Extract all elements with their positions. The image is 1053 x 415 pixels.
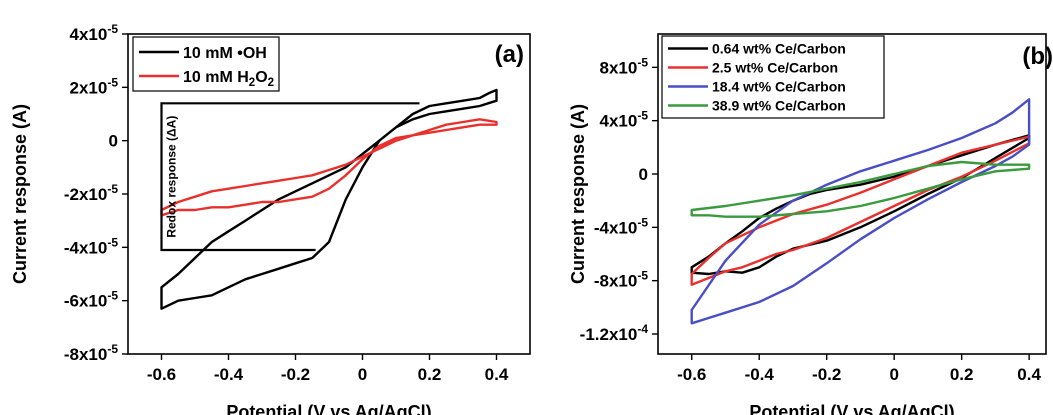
legend-box: [132, 36, 280, 92]
series-line-1: [160, 118, 498, 217]
x-tick-label: -0.2: [812, 365, 841, 384]
y-tick-label: 4x10-5: [600, 109, 649, 131]
y-axis-label: Current response (A): [568, 104, 588, 284]
y-tick-label-exp: -5: [107, 75, 118, 89]
legend-label-1: 2.5 wt% Ce/Carbon: [712, 60, 838, 76]
y-tick-label-base: -2x10: [64, 185, 107, 204]
y-tick-label-base: -8x10: [594, 272, 637, 291]
panel-tag: (a): [495, 41, 524, 68]
series-line-0: [160, 88, 498, 310]
x-tick-label: 0.2: [950, 365, 974, 384]
y-tick-label-base: 0: [639, 165, 648, 184]
y-tick-label: -2x10-5: [64, 182, 118, 204]
y-axis-label: Current response (A): [10, 104, 30, 284]
series-line-2: [690, 98, 1031, 325]
y-tick-label-exp: -5: [107, 182, 118, 196]
y-tick-label: 4x10-5: [70, 22, 119, 44]
x-tick-label: -0.4: [214, 365, 244, 384]
redox-bracket-line: [160, 102, 420, 252]
y-tick-label-base: 2x10: [70, 78, 108, 97]
y-tick-label-exp: -5: [637, 55, 648, 69]
panel-b-chart: -0.6 -0.4 -0.2 0 0.2 0.4-1.2x10-4-8x10-5-4x10…: [568, 33, 1053, 415]
y-tick-label-base: -8x10: [64, 345, 107, 364]
x-tick-label: 0.2: [418, 365, 442, 384]
legend-label-2: 18.4 wt% Ce/Carbon: [712, 79, 846, 95]
panel-a-chart: -0.6 -0.4 -0.2 0 0.2 0.4-8x10-5-6x10-5-4x10-5…: [10, 22, 531, 415]
y-tick-label-base: 0: [109, 132, 118, 151]
y-tick-label-exp: -5: [107, 235, 118, 249]
y-tick-label-exp: -5: [107, 22, 118, 36]
y-tick-label: -8x10-5: [594, 269, 648, 291]
y-tick-label: -1.2x10-4: [580, 322, 649, 344]
y-tick-label-exp: -5: [637, 109, 648, 123]
legend-label-sub: 2: [268, 77, 274, 89]
panel-tag: (b): [1022, 43, 1053, 70]
series-line-0: [690, 134, 1031, 276]
y-tick-label-base: 4x10: [600, 112, 638, 131]
y-tick-label: 2x10-5: [70, 75, 119, 97]
y-tick-label-base: -6x10: [64, 292, 107, 311]
y-tick-label-base: -4x10: [594, 218, 637, 237]
x-tick-label: 0.4: [1017, 365, 1041, 384]
y-tick-label-base: 8x10: [600, 58, 638, 77]
x-tick-label: 0: [358, 365, 367, 384]
redox-annotation-label: Redox response (ΔA): [165, 116, 179, 238]
y-tick-label-exp: -4: [637, 322, 648, 336]
legend-label-0: 0.64 wt% Ce/Carbon: [712, 41, 846, 57]
y-tick-label-exp: -5: [107, 342, 118, 356]
y-tick-label: -4x10-5: [594, 215, 648, 237]
x-tick-label: 0.4: [485, 365, 509, 384]
plot-frame: [657, 33, 1047, 355]
y-tick-label-exp: -5: [637, 215, 648, 229]
legend-label-sub: 2: [249, 77, 255, 89]
y-tick-label: 0: [639, 165, 648, 184]
y-tick-label: 0: [109, 132, 118, 151]
y-tick-label: -8x10-5: [64, 342, 118, 364]
x-axis-label: Potential (V vs Ag/AgCl): [226, 402, 431, 415]
x-axis-label: Potential (V vs Ag/AgCl): [749, 402, 954, 415]
series-line-3: [690, 160, 1031, 218]
x-tick-label: 0: [889, 365, 898, 384]
legend-label-0: 10 mM •OH: [183, 45, 267, 62]
y-tick-label-base: 4x10: [70, 25, 108, 44]
y-tick-label-exp: -5: [637, 269, 648, 283]
y-tick-label-base: -1.2x10: [580, 325, 638, 344]
legend-label-part: O: [255, 69, 267, 86]
series-line-1: [690, 135, 1031, 286]
legend-label-1: 10 mM H2O2: [183, 69, 274, 89]
x-tick-label: -0.2: [281, 365, 310, 384]
legend-label-3: 38.9 wt% Ce/Carbon: [712, 98, 846, 114]
legend-label-part: 10 mM H: [183, 69, 249, 86]
redox-bracket: Redox response (ΔA): [160, 102, 420, 252]
y-tick-label: -4x10-5: [64, 235, 118, 257]
y-tick-label: 8x10-5: [600, 55, 649, 77]
x-tick-label: -0.4: [745, 365, 775, 384]
y-tick-label-exp: -5: [107, 289, 118, 303]
y-tick-label-base: -4x10: [64, 238, 107, 257]
y-tick-label: -6x10-5: [64, 289, 118, 311]
x-tick-label: -0.6: [147, 365, 176, 384]
x-tick-label: -0.6: [677, 365, 706, 384]
